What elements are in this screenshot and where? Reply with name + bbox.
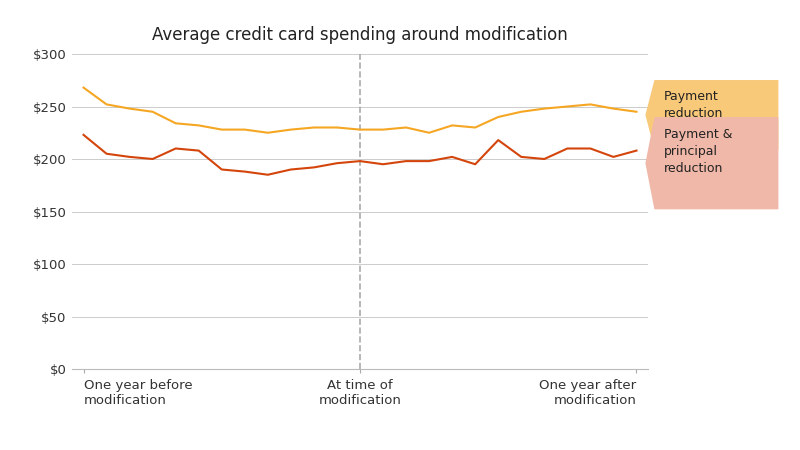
Title: Average credit card spending around modification: Average credit card spending around modi…	[152, 26, 568, 44]
Text: Payment
reduction: Payment reduction	[664, 90, 723, 121]
Text: Payment &
principal
reduction: Payment & principal reduction	[664, 128, 733, 175]
